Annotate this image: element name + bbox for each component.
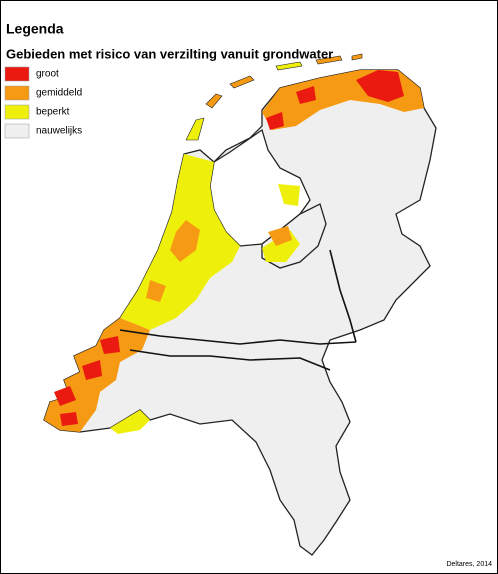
zone-gemiddeld (268, 226, 292, 246)
legend-swatch (4, 123, 30, 139)
legend-label: nauwelijks (36, 126, 82, 137)
rivers (119, 249, 357, 371)
river (129, 349, 331, 371)
risk-zones (44, 70, 424, 434)
legend-swatch (4, 104, 30, 120)
zone-beperkt (110, 410, 150, 434)
legend-heading: Legenda (6, 21, 64, 37)
river (329, 249, 357, 343)
legend-swatch (4, 85, 30, 101)
legend-title: Gebieden met risico van verzilting vanui… (6, 46, 333, 61)
island (205, 93, 223, 109)
legend-swatch (4, 66, 30, 82)
legend-label: groot (36, 69, 59, 80)
river (119, 329, 357, 345)
zone-groot (54, 336, 120, 426)
credit: Deltares, 2014 (446, 561, 492, 568)
island (185, 117, 205, 141)
island (351, 53, 363, 61)
legend: Legenda Gebieden met risico van verzilti… (4, 21, 333, 139)
zone-gemiddeld (146, 220, 200, 302)
island (315, 55, 343, 65)
legend-label: beperkt (36, 107, 70, 118)
island (275, 61, 303, 71)
wadden-islands (185, 53, 363, 141)
zone-groot (266, 70, 404, 130)
island (229, 75, 255, 89)
zone-beperkt (262, 184, 300, 262)
legend-label: gemiddeld (36, 88, 82, 99)
